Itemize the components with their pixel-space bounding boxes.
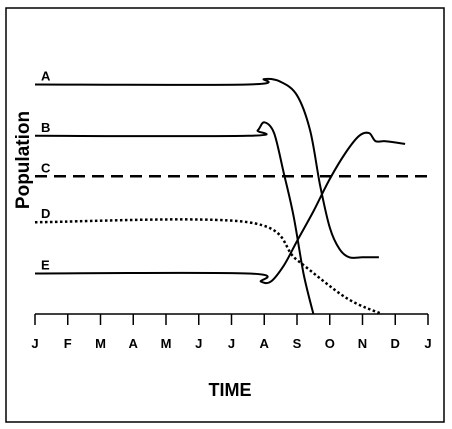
x-tick-label: A (260, 336, 270, 351)
x-tick-label: M (161, 336, 172, 351)
series-label-d: D (41, 206, 50, 221)
x-tick-label: S (293, 336, 302, 351)
y-axis-label: Population (13, 111, 34, 209)
series-line-d (34, 218, 383, 316)
plot-area: J F M A M J J A S O N D J A B C D E (31, 69, 431, 352)
x-tick-label: D (391, 336, 400, 351)
x-tick-label: J (195, 336, 202, 351)
x-tick-label: F (64, 336, 72, 351)
x-tick-label: J (424, 336, 431, 351)
series-line-e (34, 131, 406, 285)
series-line-a (34, 77, 379, 259)
series-label-b: B (41, 120, 50, 135)
series-label-c: C (41, 160, 51, 175)
x-axis-label: TIME (209, 380, 252, 400)
series-label-a: A (41, 69, 51, 84)
x-tick-label: M (95, 336, 106, 351)
x-tick-label: A (129, 336, 139, 351)
x-tick-label: O (325, 336, 335, 351)
series-line-b (34, 121, 315, 315)
x-tick-label: J (31, 336, 38, 351)
x-tick-label: J (228, 336, 235, 351)
outer-frame (5, 7, 445, 423)
x-tick-label: N (358, 336, 367, 351)
series-label-e: E (41, 258, 50, 273)
